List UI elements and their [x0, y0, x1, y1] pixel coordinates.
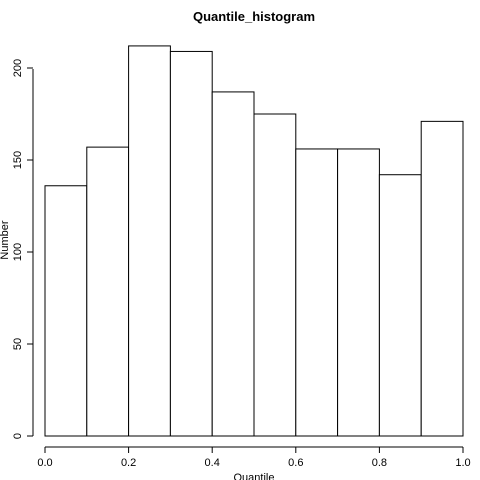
histogram-bar-1 — [44, 185, 88, 437]
histogram-bar-10 — [420, 120, 464, 437]
x-tick-label: 1.0 — [455, 457, 470, 469]
y-tick-label: 50 — [12, 338, 24, 350]
histogram-bar-7 — [295, 148, 339, 437]
histogram-bar-9 — [378, 174, 422, 437]
bars-group — [44, 45, 464, 437]
y-axis-label: Number — [0, 220, 11, 259]
histogram-bar-6 — [253, 113, 297, 437]
y-axis: 0 50 100 150 200 — [12, 59, 34, 439]
histogram-bar-2 — [86, 146, 130, 437]
y-tick-label: 200 — [12, 59, 24, 77]
histogram-bar-3 — [128, 45, 171, 437]
x-axis: 0.0 0.2 0.4 0.6 0.8 1.0 — [37, 446, 471, 469]
x-tick-label: 0.2 — [121, 457, 136, 469]
x-tick-label: 0.8 — [372, 457, 387, 469]
x-tick-label: 0.4 — [205, 457, 220, 469]
y-tick-label: 150 — [12, 151, 24, 169]
x-tick-label: 0.6 — [288, 457, 303, 469]
x-axis-label: Quantile — [234, 472, 275, 480]
chart-title: Quantile_histogram — [193, 9, 315, 24]
histogram-bar-5 — [211, 91, 255, 437]
histogram-bar-4 — [169, 50, 213, 437]
x-tick-label: 0.0 — [37, 457, 52, 469]
y-tick-label: 100 — [12, 243, 24, 261]
y-tick-label: 0 — [12, 433, 24, 439]
histogram-bar-8 — [337, 148, 380, 437]
